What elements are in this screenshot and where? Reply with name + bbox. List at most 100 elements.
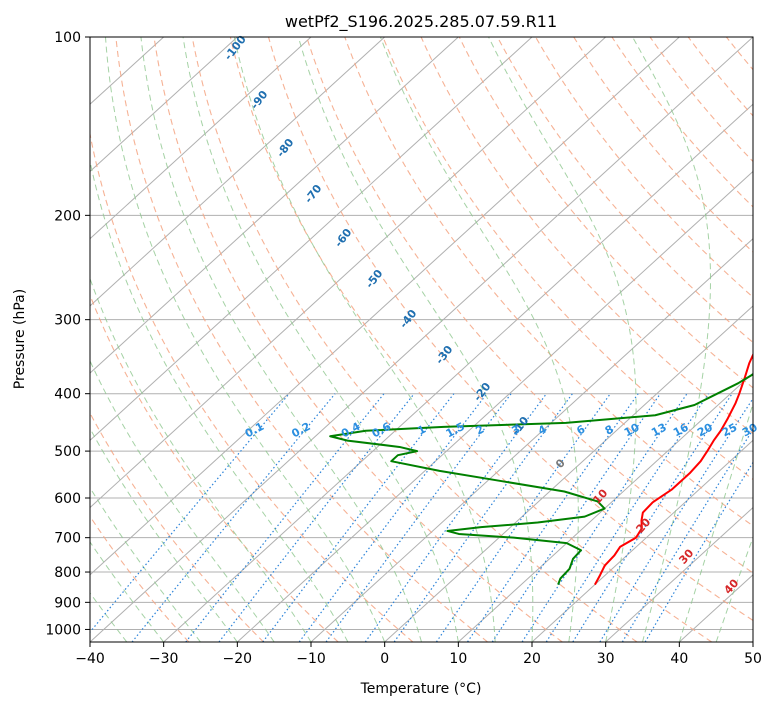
mixing-ratio-label: 16 bbox=[671, 421, 691, 440]
x-tick-label: 10 bbox=[449, 651, 467, 667]
dry-adiabat-line bbox=[458, 37, 753, 389]
chart-title: wetPf2_S196.2025.285.07.59.R11 bbox=[285, 12, 557, 32]
isotherm-gridlines bbox=[90, 37, 753, 642]
mixing-ratio-line bbox=[262, 393, 455, 642]
dry-adiabat-line bbox=[382, 37, 753, 481]
dry-adiabat-line bbox=[90, 412, 264, 642]
dry-adiabat-line bbox=[229, 37, 713, 642]
isotherm-line bbox=[90, 37, 533, 442]
x-axis-ticks: −40 −30 −20 −10 0 10 20 30 40 50 bbox=[75, 642, 762, 667]
isotherm-line bbox=[605, 506, 753, 642]
isotherm-line bbox=[457, 372, 753, 642]
y-tick-label: 900 bbox=[54, 595, 81, 611]
mixing-ratio-line bbox=[621, 428, 753, 642]
dry-adiabats bbox=[90, 37, 775, 642]
mixing-ratio-line bbox=[364, 393, 547, 642]
dry-adiabat-line bbox=[611, 37, 753, 208]
mixing-ratio-line bbox=[218, 393, 415, 642]
moist-adiabat-line bbox=[233, 37, 496, 642]
y-tick-label: 800 bbox=[54, 565, 81, 581]
y-tick-label: 700 bbox=[54, 531, 81, 547]
moist-adiabat-label: 0 bbox=[553, 456, 568, 471]
dewpoint-profile bbox=[329, 373, 753, 585]
moist-adiabat-line bbox=[140, 37, 422, 642]
isotherm-line bbox=[310, 237, 753, 642]
plot-frame bbox=[89, 36, 754, 643]
moist-adiabat-line bbox=[90, 486, 201, 642]
x-tick-label: −30 bbox=[149, 651, 179, 667]
moist-adiabat-line bbox=[380, 37, 579, 642]
y-axis-ticks: 100 200 300 400 500 600 700 800 900 1000 bbox=[45, 30, 90, 638]
isotherm-line bbox=[90, 37, 459, 374]
mixing-ratio-label: 30 bbox=[740, 421, 760, 440]
mixing-ratio-lines bbox=[90, 393, 753, 642]
isobar-gridlines bbox=[90, 37, 753, 630]
y-tick-label: 200 bbox=[54, 208, 81, 224]
dry-adiabat-line bbox=[191, 37, 638, 642]
plot-background bbox=[90, 37, 775, 642]
mixing-ratio-line bbox=[435, 393, 611, 642]
line-labels: -100-90-80-70-60-50-40-30-20-100.1 0.2 0.4… bbox=[222, 33, 760, 597]
y-axis-label: Pressure (hPa) bbox=[12, 289, 28, 389]
dry-adiabat-line bbox=[420, 37, 753, 435]
moist-adiabat-label: 30 bbox=[676, 546, 696, 566]
mixing-ratio-label: 0.1 bbox=[243, 420, 266, 441]
y-tick-label: 500 bbox=[54, 444, 81, 460]
mixing-ratio-line bbox=[393, 393, 573, 642]
mixing-ratio-line bbox=[521, 393, 688, 642]
moist-adiabat-line bbox=[752, 640, 753, 642]
dry-adiabat-label: -20 bbox=[471, 380, 494, 404]
isotherm-line bbox=[752, 641, 753, 642]
dry-adiabat-label: -30 bbox=[433, 343, 456, 367]
sounding-profiles bbox=[329, 352, 753, 586]
moist-adiabat-line bbox=[90, 427, 238, 642]
moist-adiabat-line bbox=[90, 541, 165, 642]
dry-adiabat-line bbox=[649, 37, 753, 163]
x-tick-label: −40 bbox=[75, 651, 105, 667]
moist-adiabat-line bbox=[90, 277, 312, 642]
dry-adiabat-line bbox=[765, 37, 775, 642]
dry-adiabat-line bbox=[687, 37, 753, 117]
isotherm-line bbox=[236, 170, 753, 642]
moist-adiabat-line bbox=[297, 37, 534, 642]
y-tick-label: 400 bbox=[54, 387, 81, 403]
moist-adiabat-label: 40 bbox=[721, 576, 741, 596]
mixing-ratio-line bbox=[599, 397, 753, 642]
moist-adiabat-line bbox=[90, 158, 349, 642]
temperature-profile bbox=[594, 352, 753, 586]
dry-adiabat-label: -40 bbox=[397, 307, 420, 331]
moist-adiabat-line bbox=[678, 401, 753, 642]
moist-adiabat-line bbox=[632, 37, 712, 642]
mixing-ratio-line bbox=[545, 393, 710, 642]
moist-adiabat-line bbox=[104, 37, 386, 642]
moist-adiabat-line bbox=[488, 37, 637, 642]
mixing-ratio-line bbox=[131, 393, 336, 642]
dry-adiabat-line bbox=[344, 37, 753, 527]
isotherm-line bbox=[163, 103, 753, 642]
mixing-ratio-label: 20 bbox=[695, 421, 715, 440]
moist-adiabat-line bbox=[90, 359, 275, 642]
y-tick-label: 1000 bbox=[45, 622, 81, 638]
mixing-ratio-label: 10 bbox=[622, 421, 642, 440]
x-tick-label: 20 bbox=[523, 651, 541, 667]
dry-adiabat-line bbox=[115, 37, 488, 642]
x-tick-label: −20 bbox=[223, 651, 253, 667]
mixing-ratio-label: 8 bbox=[603, 423, 616, 438]
y-tick-label: 300 bbox=[54, 313, 81, 329]
dry-adiabat-label: -70 bbox=[302, 182, 325, 206]
mixing-ratio-label: 6 bbox=[574, 422, 587, 437]
isotherm-line bbox=[90, 37, 238, 173]
dry-adiabat-line bbox=[725, 37, 753, 71]
y-tick-label: 100 bbox=[54, 30, 81, 46]
moist-adiabat-label: 10 bbox=[590, 486, 610, 506]
dry-adiabat-line bbox=[496, 37, 753, 344]
mixing-ratio-label: 25 bbox=[720, 421, 740, 440]
mixing-ratio-label: 0.6 bbox=[370, 420, 394, 441]
dry-adiabat-line bbox=[306, 37, 753, 574]
dry-adiabat-line bbox=[267, 37, 753, 622]
moist-adiabat-line bbox=[90, 592, 128, 642]
moist-adiabat-line bbox=[182, 37, 459, 642]
isotherm-line bbox=[90, 37, 386, 307]
x-axis-label: Temperature (°C) bbox=[360, 681, 482, 697]
